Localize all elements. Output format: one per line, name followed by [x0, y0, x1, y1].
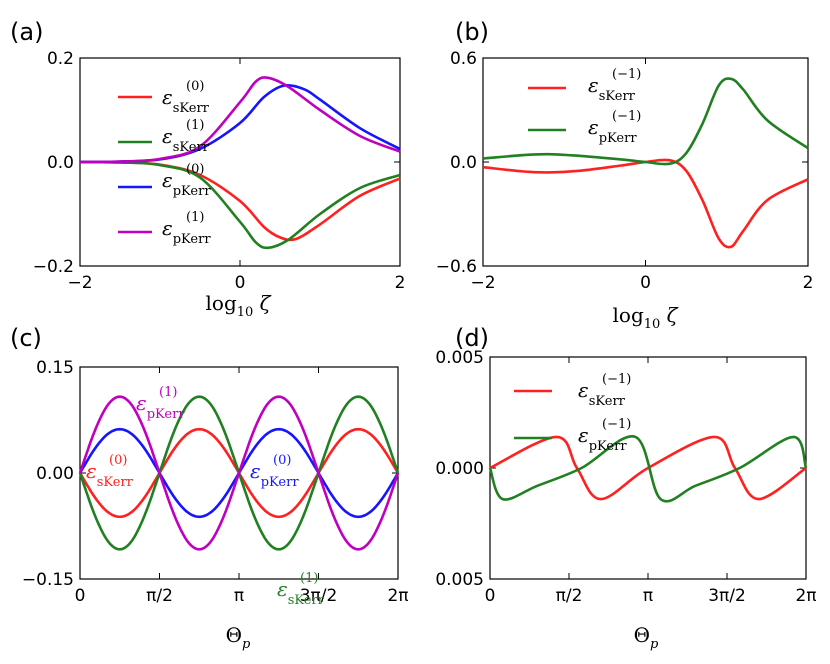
- x-axis-label-b: log10 ζ: [613, 303, 679, 332]
- panel-b: (b) −2 0 2 −0.6 0.0 0.6 εsKerr(−1) εpKerr(−1)…: [436, 18, 814, 332]
- panel-label-c: (c): [10, 324, 42, 352]
- x-tick-label: −2: [67, 273, 92, 293]
- y-tick-label: −0.15: [22, 570, 74, 590]
- panel-c: (c) 0 π/2 π 3π/2 2π −0.15 0.00 0.15 εsKerr(0) ε…: [10, 324, 409, 652]
- annotations-c: εsKerr(0) εsKerr(1) εpKerr(0) εpKerr(1): [86, 385, 325, 608]
- y-tick-label: 0.005: [435, 348, 484, 368]
- legend-label-b-s0: εsKerr(−1): [588, 67, 641, 104]
- legend-label-a-s2: εpKerr(0): [162, 162, 211, 199]
- x-tick-label: π/2: [146, 586, 173, 606]
- y-tick-label: 0.0: [450, 153, 477, 173]
- legend-b: εsKerr(−1) εpKerr(−1): [528, 67, 641, 146]
- legend-label-d-s1: εpKerr(−1): [578, 417, 631, 454]
- y-tick-label: −0.2: [33, 257, 74, 277]
- x-tick-label: 3π/2: [708, 586, 746, 606]
- x-axis-label-d: Θp: [634, 623, 659, 652]
- series-line-0: [489, 435, 807, 501]
- x-tick-label: 0: [235, 273, 246, 293]
- x-tick-label: 2π: [387, 586, 408, 606]
- x-axis-label-c: Θp: [226, 623, 251, 652]
- y-tick-label: −0.6: [436, 257, 477, 277]
- panel-label-d: (d): [455, 324, 489, 352]
- x-tick-label: 0: [640, 273, 651, 293]
- legend-label-a-s0: εsKerr(0): [162, 79, 210, 116]
- series-line-1: [482, 77, 809, 166]
- y-tick-label: 0.005: [435, 570, 484, 590]
- plot-area-d: 0 π/2 π 3π/2 2π 0.005 0.000 0.005: [435, 348, 816, 606]
- legend-d: εsKerr(−1) εpKerr(−1): [514, 372, 631, 454]
- x-tick-label: 0: [485, 586, 496, 606]
- series-line-0: [79, 160, 401, 242]
- series-line-1: [488, 435, 808, 503]
- panel-label-a: (a): [10, 18, 43, 46]
- annotation-c-s1: εsKerr(1): [277, 571, 325, 608]
- legend-label-b-s1: εpKerr(−1): [588, 109, 641, 146]
- panel-label-b: (b): [455, 18, 489, 46]
- plot-area-b: −2 0 2 −0.6 0.0 0.6: [436, 49, 814, 293]
- legend-label-a-s3: εpKerr(1): [162, 210, 211, 247]
- plot-area-c: 0 π/2 π 3π/2 2π −0.15 0.00 0.15: [22, 358, 409, 606]
- y-tick-label: 0.00: [36, 464, 74, 484]
- legend-label-a-s1: εsKerr(1): [162, 118, 210, 155]
- x-tick-label: −2: [470, 273, 495, 293]
- panel-a: (a) −2 0 2 −0.2 0.0 0.2 εsKerr(0) εsKerr(1) ε…: [10, 18, 405, 320]
- x-tick-label: 0: [75, 586, 86, 606]
- y-tick-label: 0.6: [450, 49, 477, 69]
- legend-a: εsKerr(0) εsKerr(1) εpKerr(0) εpKerr(1): [118, 79, 211, 247]
- annotation-c-s3: εpKerr(1): [136, 385, 185, 422]
- x-tick-label: π: [643, 586, 653, 606]
- annotation-c-s2: εpKerr(0): [250, 453, 299, 490]
- legend-label-d-s0: εsKerr(−1): [578, 372, 631, 409]
- x-tick-label: π/2: [556, 586, 583, 606]
- annotation-c-s0: εsKerr(0): [86, 453, 134, 490]
- series-line-0: [482, 158, 809, 249]
- y-tick-label: 0.000: [435, 459, 484, 479]
- y-tick-label: 0.2: [47, 49, 74, 69]
- x-tick-label: 2π: [795, 586, 816, 606]
- x-tick-label: 2: [395, 273, 406, 293]
- series-line-3: [78, 395, 400, 551]
- series-line-1: [79, 160, 401, 250]
- x-axis-label-a: log10 ζ: [206, 291, 272, 320]
- y-tick-label: 0.15: [36, 358, 74, 378]
- x-tick-label: π: [234, 586, 244, 606]
- y-tick-label: 0.0: [47, 153, 74, 173]
- x-tick-label: 2: [803, 273, 814, 293]
- x-tick-label: 3π/2: [300, 586, 338, 606]
- plot-area-a: −2 0 2 −0.2 0.0 0.2: [33, 49, 406, 293]
- series-line-3: [79, 76, 401, 164]
- panel-d: (d) 0 π/2 π 3π/2 2π 0.005 0.000 0.005 εsKerr(−1…: [435, 324, 816, 652]
